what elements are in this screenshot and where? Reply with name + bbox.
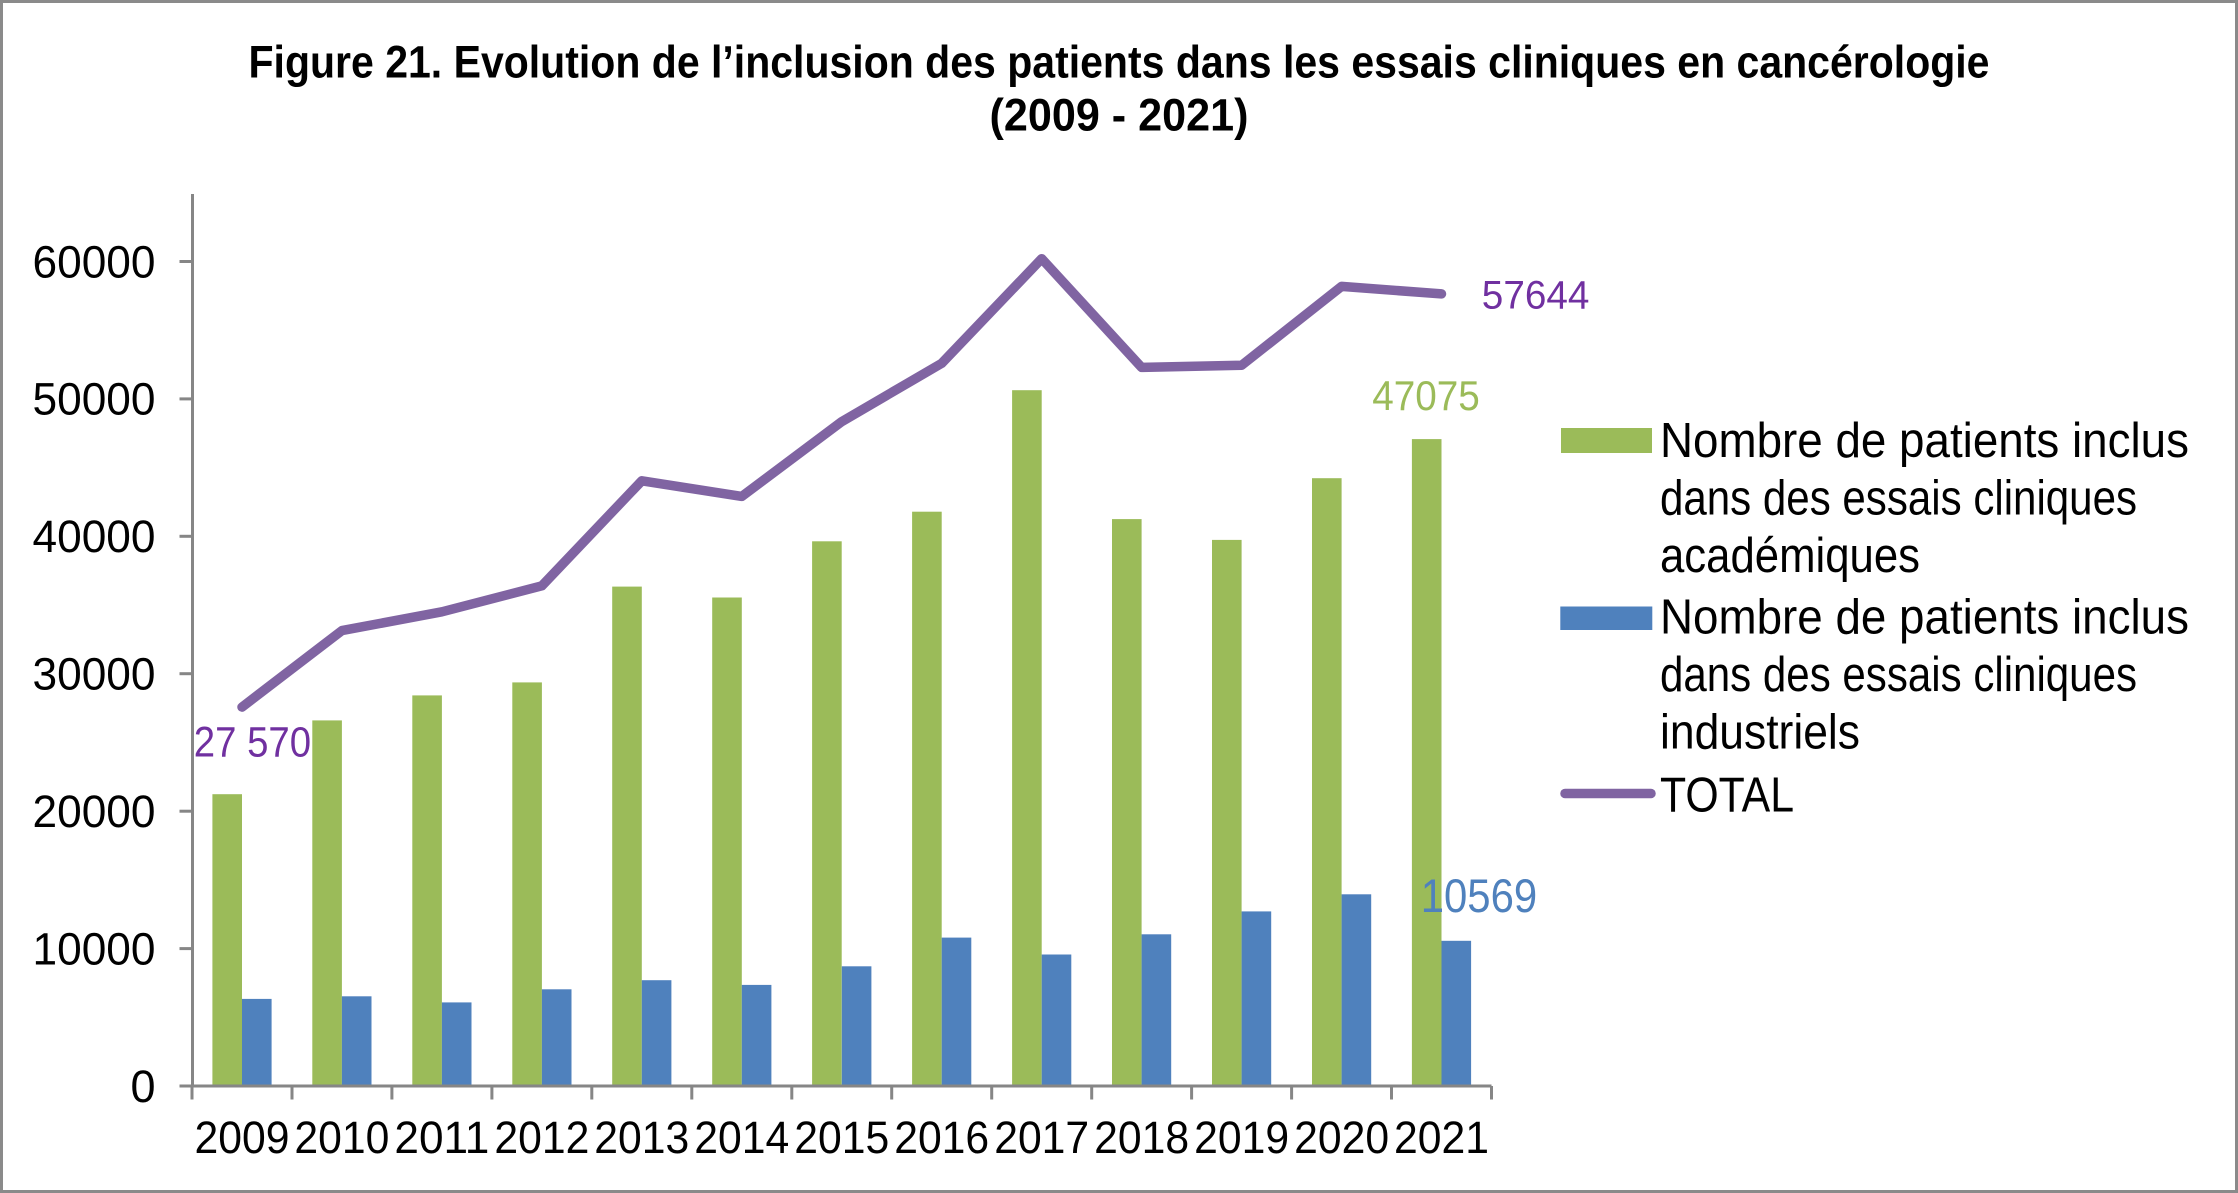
svg-text:10000: 10000 xyxy=(33,923,156,974)
svg-text:50000: 50000 xyxy=(33,374,156,425)
svg-text:47075: 47075 xyxy=(1372,372,1480,419)
svg-text:57644: 57644 xyxy=(1482,273,1590,317)
svg-text:27 570: 27 570 xyxy=(194,719,311,767)
svg-text:Figure 21. Evolution de l’incl: Figure 21. Evolution de l’inclusion des … xyxy=(249,37,1990,88)
svg-text:2009: 2009 xyxy=(195,1112,290,1163)
svg-text:dans des essais cliniques: dans des essais cliniques xyxy=(1660,472,2137,526)
svg-text:2011: 2011 xyxy=(394,1112,489,1163)
svg-text:(2009 - 2021): (2009 - 2021) xyxy=(990,90,1249,141)
svg-text:2018: 2018 xyxy=(1094,1112,1189,1163)
svg-text:60000: 60000 xyxy=(33,236,156,287)
svg-text:30000: 30000 xyxy=(33,649,156,700)
svg-text:2020: 2020 xyxy=(1294,1112,1389,1163)
svg-text:2013: 2013 xyxy=(594,1112,689,1163)
svg-text:2019: 2019 xyxy=(1194,1112,1289,1163)
svg-text:2014: 2014 xyxy=(694,1112,789,1163)
svg-text:2016: 2016 xyxy=(894,1112,989,1163)
svg-text:40000: 40000 xyxy=(33,511,156,562)
svg-text:20000: 20000 xyxy=(33,786,156,837)
svg-text:Nombre de patients inclus: Nombre de patients inclus xyxy=(1660,591,2189,645)
svg-text:dans des essais cliniques: dans des essais cliniques xyxy=(1660,648,2137,702)
svg-text:2021: 2021 xyxy=(1394,1112,1489,1163)
svg-text:2010: 2010 xyxy=(294,1112,389,1163)
svg-text:2015: 2015 xyxy=(794,1112,889,1163)
svg-text:industriels: industriels xyxy=(1660,706,1860,760)
svg-text:0: 0 xyxy=(130,1061,155,1112)
svg-text:10569: 10569 xyxy=(1421,869,1538,922)
svg-text:2017: 2017 xyxy=(994,1112,1089,1163)
svg-text:Nombre de patients inclus: Nombre de patients inclus xyxy=(1660,414,2189,468)
svg-text:TOTAL: TOTAL xyxy=(1660,768,1794,822)
svg-text:académiques: académiques xyxy=(1660,529,1920,583)
svg-text:2012: 2012 xyxy=(494,1112,589,1163)
